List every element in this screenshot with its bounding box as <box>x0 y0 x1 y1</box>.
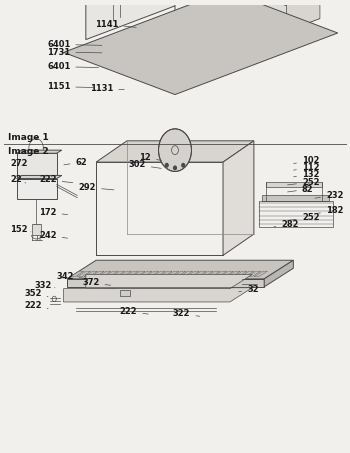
Text: 172: 172 <box>39 208 68 217</box>
Polygon shape <box>254 271 267 277</box>
Text: 1141: 1141 <box>95 20 136 29</box>
Polygon shape <box>206 271 220 277</box>
Polygon shape <box>84 271 98 277</box>
Text: 6401: 6401 <box>47 62 98 71</box>
Polygon shape <box>16 178 57 198</box>
Text: 182: 182 <box>315 207 343 216</box>
Text: 32: 32 <box>239 285 259 294</box>
Polygon shape <box>227 271 240 277</box>
Polygon shape <box>159 271 172 277</box>
Text: 222: 222 <box>39 175 73 184</box>
Polygon shape <box>175 0 286 73</box>
Text: 322: 322 <box>173 309 200 318</box>
Polygon shape <box>223 141 254 255</box>
Text: 302: 302 <box>128 160 161 169</box>
Polygon shape <box>138 271 152 277</box>
Text: 352: 352 <box>24 289 48 298</box>
Text: 272: 272 <box>10 159 28 169</box>
Text: 342: 342 <box>56 272 88 281</box>
Text: 102: 102 <box>294 156 320 165</box>
Polygon shape <box>70 271 84 277</box>
Text: 222: 222 <box>24 301 48 310</box>
Polygon shape <box>67 260 293 279</box>
Text: 222: 222 <box>120 307 148 316</box>
Polygon shape <box>286 0 320 31</box>
Polygon shape <box>98 271 111 277</box>
Polygon shape <box>125 271 138 277</box>
Polygon shape <box>96 141 254 162</box>
Text: 12: 12 <box>139 153 161 162</box>
Text: 1731: 1731 <box>47 48 102 57</box>
Text: 232: 232 <box>315 191 343 200</box>
Text: 242: 242 <box>39 231 68 241</box>
Circle shape <box>159 129 191 171</box>
Text: 112: 112 <box>294 163 320 172</box>
Polygon shape <box>179 271 193 277</box>
Polygon shape <box>86 0 197 39</box>
Text: 252: 252 <box>287 213 320 222</box>
Polygon shape <box>266 182 322 187</box>
Polygon shape <box>172 271 186 277</box>
Circle shape <box>34 187 38 193</box>
Text: 82: 82 <box>287 185 314 194</box>
Polygon shape <box>104 271 118 277</box>
Text: 292: 292 <box>79 183 114 192</box>
Polygon shape <box>186 271 200 277</box>
Circle shape <box>166 164 168 167</box>
Text: Image 1: Image 1 <box>8 133 48 142</box>
Polygon shape <box>240 271 254 277</box>
Polygon shape <box>120 289 131 296</box>
Text: 152: 152 <box>10 225 31 234</box>
Polygon shape <box>16 175 62 178</box>
Polygon shape <box>132 271 145 277</box>
Polygon shape <box>64 275 252 302</box>
Polygon shape <box>64 0 338 95</box>
Polygon shape <box>213 271 227 277</box>
Polygon shape <box>262 194 329 201</box>
Polygon shape <box>32 224 41 236</box>
Circle shape <box>174 166 176 170</box>
Text: 372: 372 <box>82 279 111 287</box>
Text: 62: 62 <box>64 158 87 167</box>
Text: 1131: 1131 <box>90 84 124 93</box>
Text: Image 2: Image 2 <box>8 147 48 155</box>
Circle shape <box>34 163 38 168</box>
Text: 332: 332 <box>34 280 55 289</box>
Text: 132: 132 <box>294 169 320 178</box>
Text: 22: 22 <box>10 175 26 184</box>
Polygon shape <box>199 271 213 277</box>
Polygon shape <box>16 153 57 177</box>
Circle shape <box>108 290 112 294</box>
Text: 1151: 1151 <box>47 82 93 91</box>
Polygon shape <box>16 150 62 153</box>
Polygon shape <box>67 279 264 287</box>
Polygon shape <box>197 0 320 31</box>
Text: 282: 282 <box>274 220 299 229</box>
Polygon shape <box>91 271 104 277</box>
Polygon shape <box>166 271 179 277</box>
Polygon shape <box>220 271 233 277</box>
Polygon shape <box>118 271 132 277</box>
Polygon shape <box>152 271 166 277</box>
Polygon shape <box>77 271 91 277</box>
Text: 252: 252 <box>287 178 320 187</box>
Circle shape <box>105 286 115 299</box>
Polygon shape <box>145 271 159 277</box>
Polygon shape <box>111 271 125 277</box>
Polygon shape <box>247 271 261 277</box>
Polygon shape <box>233 271 247 277</box>
Circle shape <box>182 164 184 167</box>
Polygon shape <box>193 271 206 277</box>
Polygon shape <box>264 260 293 287</box>
Text: 6401: 6401 <box>47 40 102 49</box>
